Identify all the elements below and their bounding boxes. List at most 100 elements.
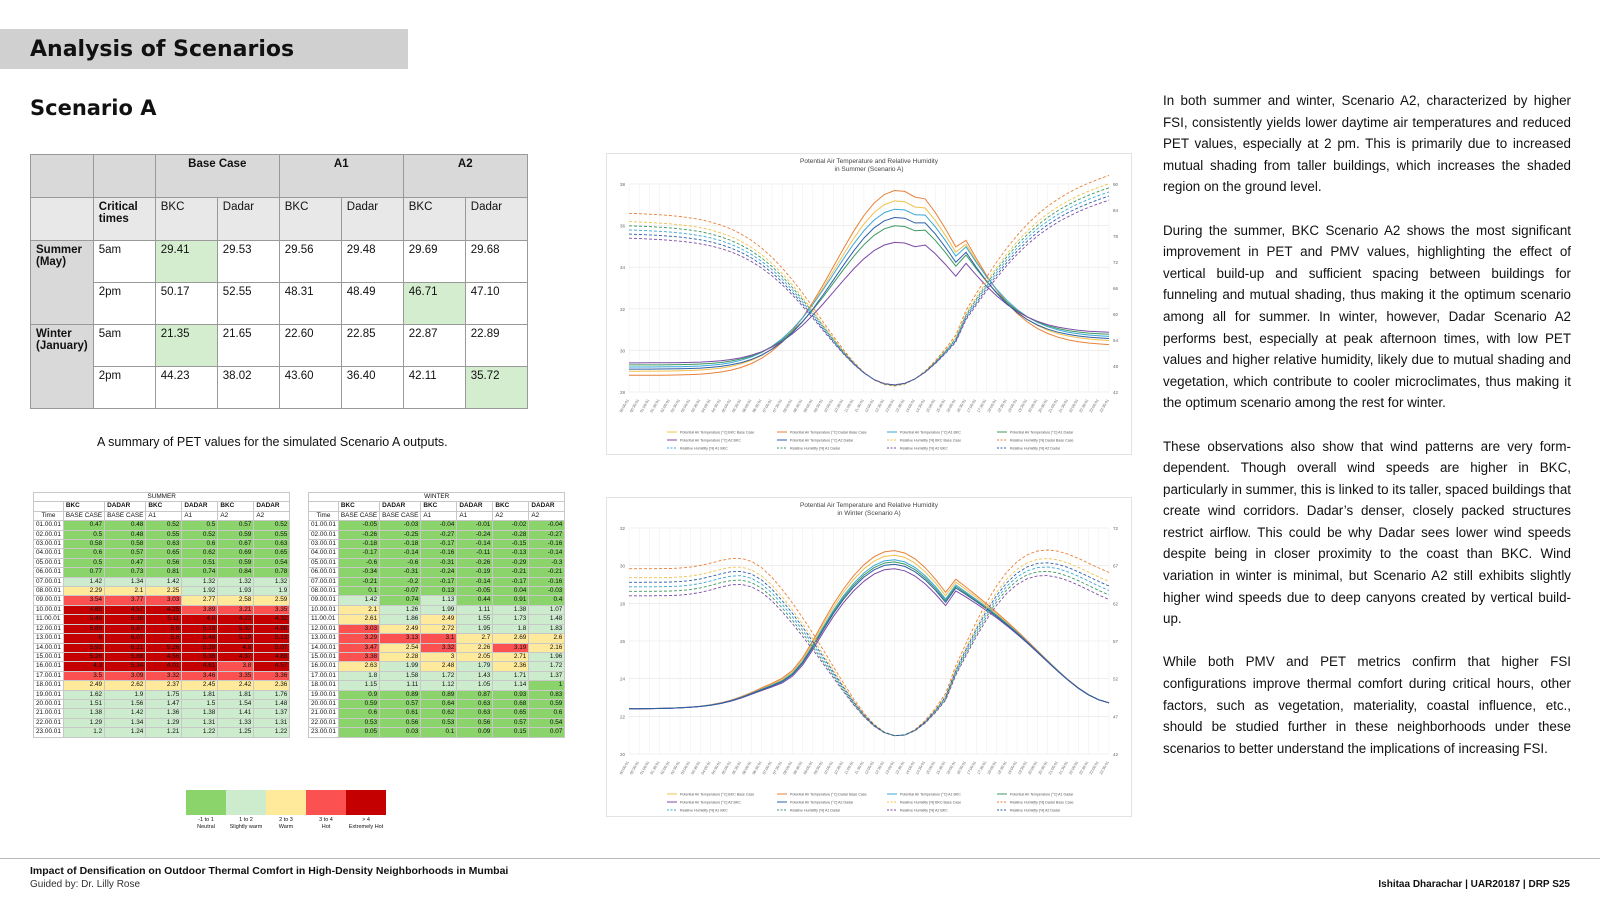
summer-line-chart: Potential Air Temperature and Relative H…: [619, 158, 1119, 451]
hourly-value: 3.89: [181, 604, 219, 616]
humidity-series-line: [629, 558, 1110, 737]
hourly-value: 1.05: [456, 680, 494, 691]
hourly-time: 18.00.01: [308, 680, 339, 691]
chart-legend-entry: Potential Air Temperature [°C] A2 BKC: [680, 801, 741, 805]
hourly-value: 0.54: [528, 717, 566, 729]
pet-time: 5am: [92, 240, 156, 283]
hourly-value: 0.52: [181, 529, 219, 541]
hourly-value: 4.6: [181, 614, 219, 625]
hourly-value: 2.36: [253, 680, 291, 691]
humidity-series-line: [629, 562, 1110, 737]
hourly-time: 10.00.01: [33, 604, 64, 616]
hourly-value: 5.92: [62, 642, 106, 653]
chart-legend-entry: Potential Air Temperature [°C] A2 BKC: [680, 439, 741, 443]
hourly-row: 23.00.01 0.05 0.03 0.1 0.09 0.15 0.07: [308, 727, 566, 738]
hourly-value: 5.87: [104, 623, 147, 635]
pet-row: Winter (January) 5am 21.35 21.65 22.60 2…: [30, 324, 528, 409]
hourly-value: 2.26: [456, 642, 494, 653]
hourly-time: 10.00.01: [308, 604, 339, 616]
hourly-value: 1.5: [181, 698, 219, 710]
hourly-value: 0.81: [145, 567, 183, 578]
hourly-value: 0.77: [62, 567, 106, 578]
hourly-value: 3.1: [420, 633, 458, 644]
pet-value: 29.48: [340, 240, 404, 283]
hourly-value: 0.63: [456, 698, 494, 710]
chart-legend-entry: Potential Air Temperature [°C] A1 Dadar: [1010, 431, 1074, 435]
hourly-value: -0.13: [492, 548, 530, 559]
hourly-value: 0.56: [145, 557, 183, 569]
hourly-value: 0.87: [456, 689, 494, 700]
hourly-row: 06.00.01 0.77 0.73 0.81 0.74 0.84 0.78: [33, 567, 291, 578]
hourly-value: 1.95: [456, 623, 494, 635]
hourly-value: -0.24: [456, 529, 494, 541]
hourly-header-cell: BASE CASE: [337, 510, 381, 522]
hourly-value: 2.37: [145, 680, 183, 691]
pet-season-summer: Summer (May): [30, 240, 94, 325]
humidity-series-line: [629, 566, 1110, 737]
temperature-series-line: [629, 225, 1110, 366]
hourly-value: 2.69: [492, 633, 530, 644]
hourly-value: 0.13: [420, 586, 458, 597]
pet-value: 48.49: [340, 282, 404, 325]
hourly-value: 0.6: [337, 708, 381, 719]
hourly-value: -0.26: [456, 557, 494, 569]
y-tick-right: 57: [1113, 639, 1119, 644]
hourly-value: -0.6: [337, 557, 381, 569]
hourly-value: 1.96: [528, 651, 566, 663]
hourly-value: 0.6: [62, 548, 106, 559]
hourly-header-cell: BKC: [492, 501, 530, 512]
hourly-value: 4.69: [62, 604, 106, 616]
hourly-row: 04.00.01 -0.17 -0.14 -0.16 -0.11 -0.13 -0.14: [308, 548, 566, 559]
hourly-value: 4.32: [253, 614, 291, 625]
hourly-value: 1.92: [181, 586, 219, 597]
hourly-value: 1.99: [420, 604, 458, 616]
hourly-value: 1.48: [528, 614, 566, 625]
footer-divider: [0, 858, 1600, 859]
hourly-row: 18.00.01 1.15 1.11 1.12 1.05 1.14 1: [308, 680, 566, 691]
hourly-value: -0.21: [337, 576, 381, 588]
hourly-value: 0.03: [379, 727, 422, 738]
hourly-value: 5.49: [62, 614, 106, 625]
legend-item: 2 to 3 Warm: [266, 790, 306, 831]
analysis-paragraph: During the summer, BKC Scenario A2 shows…: [1163, 222, 1571, 411]
x-tick: 12:00:01: [864, 399, 875, 414]
x-tick: 03:00:01: [680, 399, 691, 414]
y-tick-right: 60: [1113, 312, 1119, 317]
hourly-value: 5.6: [145, 633, 183, 644]
hourly-value: 4.61: [181, 661, 219, 672]
x-tick: 00:30:01: [629, 761, 640, 776]
x-tick: 16:00:01: [946, 761, 957, 776]
hourly-value: 4.22: [217, 614, 255, 625]
pet-header-critical-times: Critical times: [92, 197, 156, 241]
pet-header-blank: [30, 197, 94, 241]
legend-swatch: [226, 790, 266, 815]
y-tick-right: 42: [1113, 390, 1119, 395]
humidity-series-line: [628, 191, 1110, 386]
hourly-value: 1.81: [181, 689, 219, 700]
chart-legend-entry: Relative Humidity [%] A2 BKC: [900, 447, 948, 451]
hourly-value: 1.36: [145, 708, 183, 719]
y-tick-left: 24: [620, 677, 626, 682]
pet-header-empty: [92, 154, 156, 198]
x-tick: 20:30:01: [1038, 761, 1049, 776]
hourly-value: -0.04: [528, 520, 566, 531]
hourly-row: 03.00.01 -0.18 -0.18 -0.17 -0.14 -0.15 -0.16: [308, 539, 566, 550]
pet-value: 42.11: [402, 366, 466, 409]
hourly-value: 0.91: [492, 595, 530, 606]
hourly-value: 2.58: [217, 595, 255, 606]
hourly-header-cell: A2: [528, 510, 566, 522]
hourly-row: 17.00.01 3.5 3.09 3.32 3.46 3.35 3.36: [33, 670, 291, 682]
pet-value: 21.65: [216, 324, 280, 367]
hourly-value: -0.29: [492, 557, 530, 569]
x-tick: 22:00:01: [1068, 761, 1079, 776]
hourly-value: 2.42: [217, 680, 255, 691]
y-tick-left: 30: [620, 564, 626, 569]
x-tick: 02:00:01: [660, 761, 671, 776]
hourly-value: 2.62: [104, 680, 147, 691]
hourly-time: 11.00.01: [33, 614, 64, 625]
hourly-value: 4.57: [253, 661, 291, 672]
hourly-row: 19.00.01 1.62 1.9 1.75 1.81 1.81 1.76: [33, 689, 291, 700]
hourly-value: 0.78: [253, 567, 291, 578]
x-tick: 23:30:01: [1099, 761, 1110, 776]
y-tick-left: 32: [620, 307, 626, 312]
